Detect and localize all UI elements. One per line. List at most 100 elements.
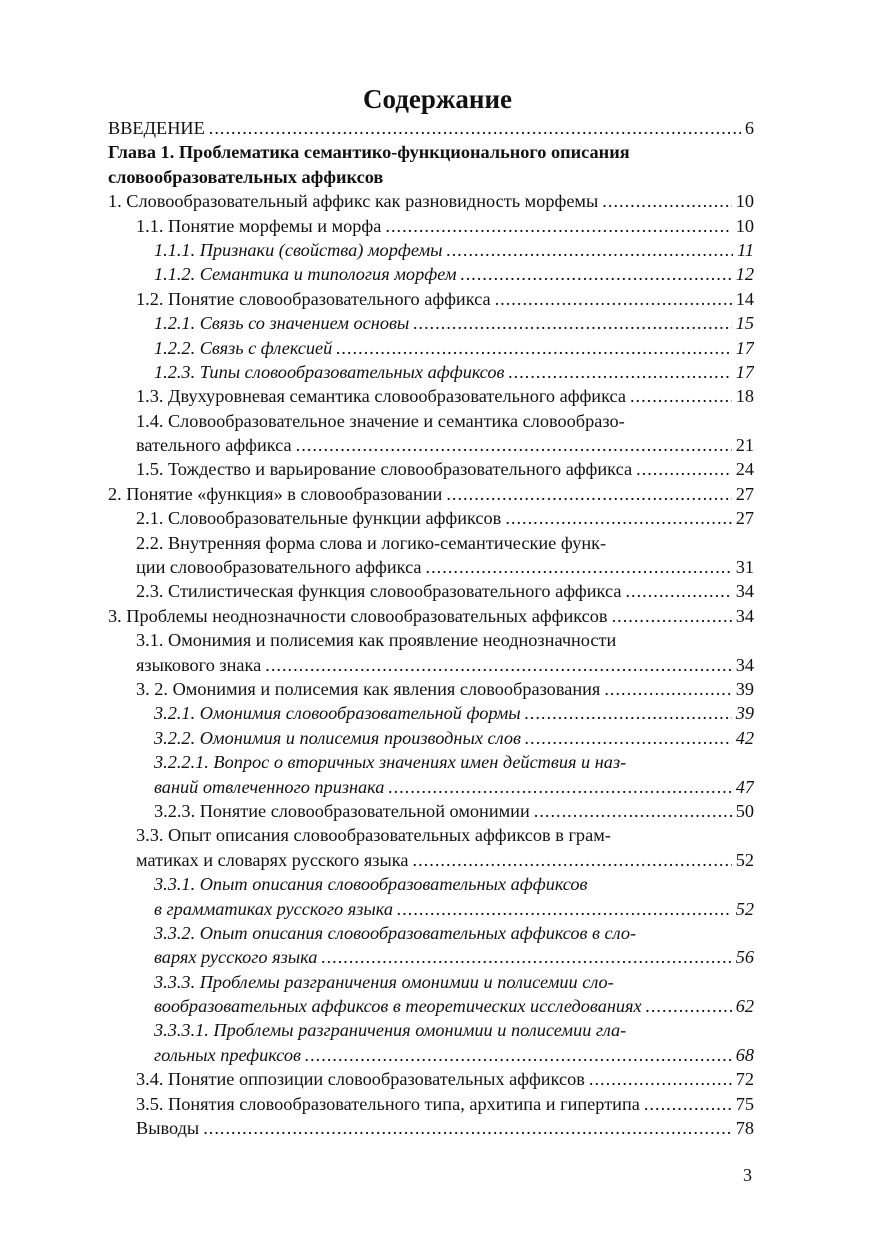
toc-line: 1.2.2. Связь с флексией 17 [108,336,754,360]
toc-entry: 1.1.2. Семантика и типология морфем 12 [108,262,754,286]
toc-line: 3. Проблемы неоднозначности словообразов… [108,604,754,628]
toc-entry: 1.1.1. Признаки (свойства) морфемы 11 [108,238,754,262]
toc-entry: 3.3. Опыт описания словообразовательных … [108,823,754,872]
toc-line: языкового знака 34 [108,653,754,677]
toc-entry: 3.3.2. Опыт описания словообразовательны… [108,921,754,970]
toc-entry: 3.5. Понятия словообразовательного типа,… [108,1092,754,1116]
toc-line: 1.1.1. Признаки (свойства) морфемы 11 [108,238,754,262]
toc-entry-title: 2.1. Словообразовательные функции аффикс… [136,508,502,529]
toc-entry-title: 3.2.1. Омонимия словообразовательной фор… [154,703,521,724]
toc-entry: 3.2.2. Омонимия и полисемия производных … [108,726,754,750]
toc-entry: 1.2. Понятие словообразовательного аффик… [108,287,754,311]
toc-entry-title: Выводы [136,1118,200,1139]
toc-line: 1. Словообразовательный аффикс как разно… [108,189,754,213]
toc-line: 3.3.1. Опыт описания словообразовательны… [108,872,754,896]
toc-line: 2.3. Стилистическая функция словообразов… [108,579,754,603]
toc-entry-title: ваний отвлеченного признака [154,776,385,797]
toc-entry-title: ции словообразовательного аффикса [136,557,422,578]
toc-line: 1.2.3. Типы словообразовательных аффиксо… [108,360,754,384]
dot-leader [413,311,731,335]
toc-line: матиках и словарях русского языка 52 [108,848,754,872]
toc-line: 3.3. Опыт описания словообразовательных … [108,823,754,847]
toc-line: 3.3.3. Проблемы разграничения омонимии и… [108,970,754,994]
toc-page-number: 18 [735,386,754,407]
toc-entry-title: 1.1.2. Семантика и типология морфем [154,264,457,285]
dot-leader [602,189,731,213]
toc-entry-title: 2.2. Внутренняя форма слова и логико-сем… [136,532,607,553]
dot-leader [305,1043,732,1067]
toc-line: 3.2.2. Омонимия и полисемия производных … [108,726,754,750]
toc-entry-title: 1.3. Двухуровневая семантика словообразо… [136,386,626,407]
toc-entry-title: языкового знака [136,654,262,675]
toc-page-number: 24 [735,459,754,480]
toc-entry-title: 3.3.2. Опыт описания словообразовательны… [154,922,637,943]
toc-page-number: 52 [735,898,754,919]
toc-line: Глава 1. Проблематика семантико-функцион… [108,140,754,164]
toc-line: 2. Понятие «функция» в словообразовании 2… [108,482,754,506]
toc-entry: 3. 2. Омонимия и полисемия как явления с… [108,677,754,701]
toc-line: 3. 2. Омонимия и полисемия как явления с… [108,677,754,701]
dot-leader [461,262,732,286]
toc-entry-title: 3.2.2. Омонимия и полисемия производных … [154,727,521,748]
dot-leader [426,555,732,579]
toc-page-number: 12 [735,264,754,285]
dot-leader [630,384,732,408]
toc-page-number: 31 [735,557,754,578]
toc-entry-title: матиках и словарях русского языка [136,849,409,870]
dot-leader [336,336,731,360]
dot-leader [388,775,731,799]
toc-entry-title: Глава 1. Проблематика семантико-функцион… [108,142,630,163]
toc-entry: Глава 1. Проблематика семантико-функцион… [108,140,754,189]
dot-leader [209,116,741,140]
toc-entry-title: 2. Понятие «функция» в словообразовании [108,483,443,504]
toc-entry: 2.1. Словообразовательные функции аффикс… [108,506,754,530]
toc-page-number: 6 [744,118,754,138]
toc-entry-title: 1.2.1. Связь со значением основы [154,313,410,334]
toc-line: 3.3.3.1. Проблемы разграничения омонимии… [108,1018,754,1042]
dot-leader [447,238,734,262]
dot-leader [203,1116,732,1140]
toc-entry: 1.2.1. Связь со значением основы 15 [108,311,754,335]
dot-leader [612,604,732,628]
toc-entry: 3.3.3.1. Проблемы разграничения омонимии… [108,1018,754,1067]
toc-line: ваний отвлеченного признака 47 [108,775,754,799]
dot-leader [385,214,731,238]
toc-line: 1.3. Двухуровневая семантика словообразо… [108,384,754,408]
toc-page-number: 56 [735,947,754,968]
toc-entry-title: 3.3.1. Опыт описания словообразовательны… [154,874,588,895]
toc-page-number: 75 [735,1093,754,1114]
toc-entry-title: 3.1. Омонимия и полисемия как проявление… [136,630,617,651]
toc-entry-title: ВВЕДЕНИЕ [108,118,205,138]
toc-line: Выводы 78 [108,1116,754,1140]
toc-line: 3.4. Понятие оппозиции словообразователь… [108,1067,754,1091]
toc-entry: 1.2.2. Связь с флексией 17 [108,336,754,360]
toc-entry-title: словообразовательных аффиксов [108,166,384,187]
toc-entry-title: 1.5. Тождество и варьирование словообраз… [136,459,633,480]
dot-leader [525,726,732,750]
toc-page-number: 34 [735,654,754,675]
toc-line: 2.2. Внутренняя форма слова и логико-сем… [108,531,754,555]
toc-entry-title: 1.1.1. Признаки (свойства) морфемы [154,239,443,260]
toc-page-number: 17 [735,361,754,382]
toc-line: ВВЕДЕНИЕ 6 [108,116,754,140]
toc-entry: 3.1. Омонимия и полисемия как проявление… [108,628,754,677]
toc-line: 1.5. Тождество и варьирование словообраз… [108,457,754,481]
toc-entry-title: 1. Словообразовательный аффикс как разно… [108,191,599,212]
toc-entry: 1.5. Тождество и варьирование словообраз… [108,457,754,481]
dot-leader [495,287,732,311]
toc-page-number: 34 [735,605,754,626]
toc-page-number: 39 [735,678,754,699]
toc-page-number: 62 [735,996,754,1017]
toc-entry-title: гольных префиксов [154,1044,301,1065]
toc-line: словообразовательных аффиксов [108,165,754,189]
toc-line: 1.2. Понятие словообразовательного аффик… [108,287,754,311]
toc-line: вательного аффикса 21 [108,433,754,457]
toc-entry: 3.3.1. Опыт описания словообразовательны… [108,872,754,921]
toc-entry: 2.2. Внутренняя форма слова и логико-сем… [108,531,754,580]
toc-line: 3.2.1. Омонимия словообразовательной фор… [108,701,754,725]
toc-entry-title: 3.3.3.1. Проблемы разграничения омонимии… [154,1020,627,1041]
toc-page-number: 72 [735,1069,754,1090]
dot-leader [604,677,731,701]
toc-entry-title: 1.2. Понятие словообразовательного аффик… [136,288,491,309]
toc-line: 3.2.2.1. Вопрос о вторичных значениях им… [108,750,754,774]
